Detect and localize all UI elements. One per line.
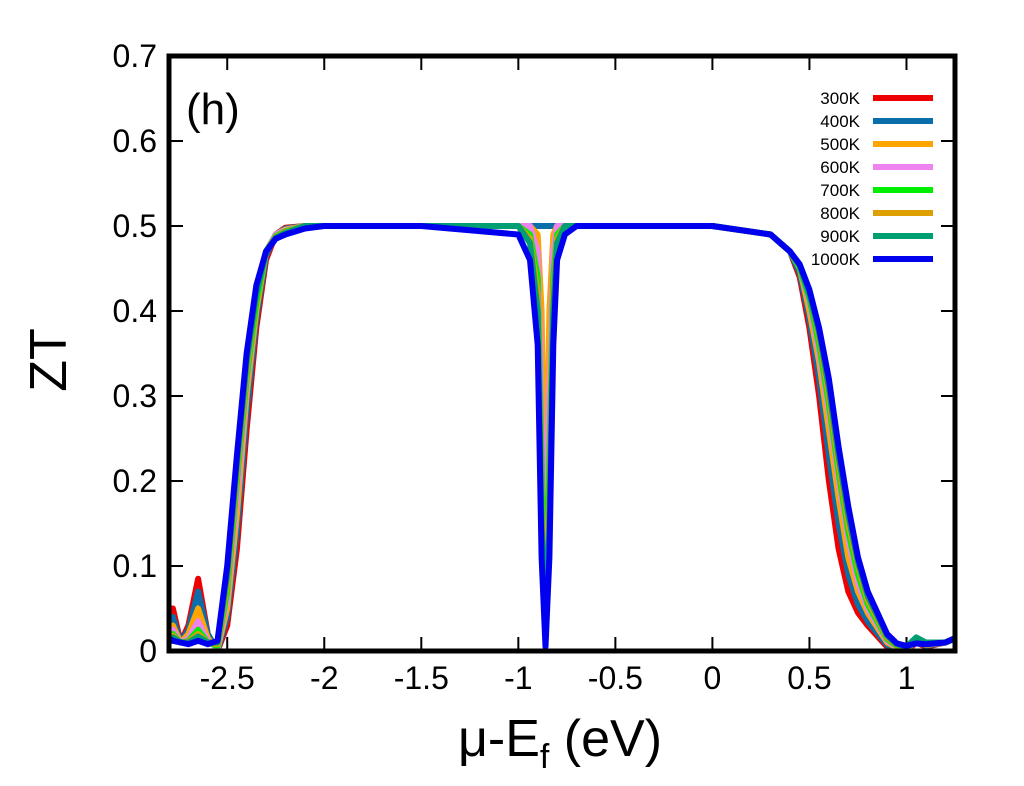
y-tick-label: 0.4 <box>113 293 157 329</box>
legend-label-800K: 800K <box>820 204 860 223</box>
legend-label-1000K: 1000K <box>811 250 861 269</box>
tick-labels: 0 0.1 0.2 0.3 0.4 0.5 0.6 0.7 -2.5 -2 -1.5 -1 -0.5 0 0… <box>113 38 916 696</box>
legend-label-400K: 400K <box>820 112 860 131</box>
plot-frame <box>166 53 958 654</box>
y-tick-label: 0.6 <box>113 123 157 159</box>
legend-label-500K: 500K <box>820 135 860 154</box>
series-lines <box>169 223 955 651</box>
y-tick-label: 0 <box>139 633 157 669</box>
x-axis-title-main: μ-E <box>458 710 540 768</box>
series-line-1000K <box>169 223 955 650</box>
x-axis-title: μ-Ef (eV) <box>458 710 662 776</box>
legend-label-600K: 600K <box>820 158 860 177</box>
x-tick-label: -2.5 <box>200 660 255 696</box>
y-tick-label: 0.3 <box>113 378 157 414</box>
legend: 300K 400K 500K 600K 700K 800K 900K 1000K <box>811 89 933 269</box>
y-axis-title: ZT <box>20 328 78 392</box>
y-tick-label: 0.1 <box>113 548 157 584</box>
y-tick-label: 0.7 <box>113 38 157 74</box>
x-tick-label: -1.5 <box>394 660 449 696</box>
x-axis-title-subscript: f <box>540 738 550 776</box>
panel-label: (h) <box>186 85 240 134</box>
x-tick-label: 1 <box>898 660 916 696</box>
legend-label-900K: 900K <box>820 227 860 246</box>
x-tick-label: 0 <box>704 660 722 696</box>
x-tick-label: -2 <box>310 660 338 696</box>
legend-label-700K: 700K <box>820 181 860 200</box>
y-tick-label: 0.2 <box>113 463 157 499</box>
legend-label-300K: 300K <box>820 89 860 108</box>
x-tick-label: 0.5 <box>787 660 831 696</box>
x-axis-title-unit: (eV) <box>549 710 662 768</box>
x-tick-label: -1 <box>504 660 532 696</box>
x-tick-label: -0.5 <box>588 660 643 696</box>
y-tick-label: 0.5 <box>113 208 157 244</box>
